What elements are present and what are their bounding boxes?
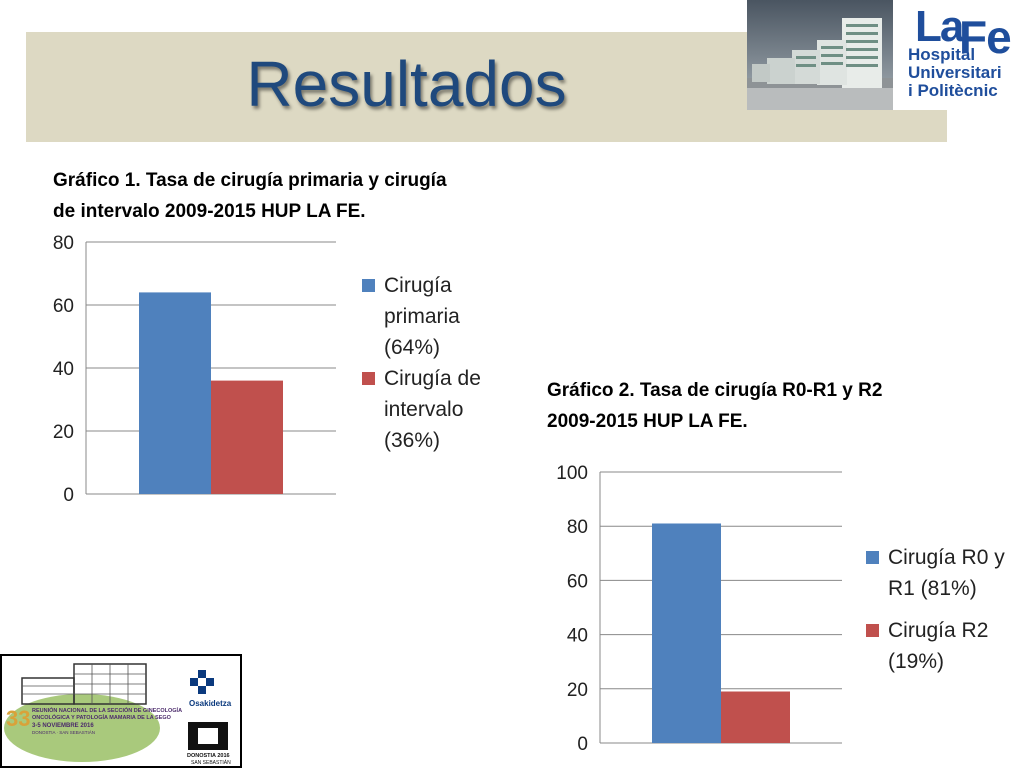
chart1-caption: Gráfico 1. Tasa de cirugía primaria y ci…	[53, 165, 447, 227]
y-tick-label: 40	[567, 626, 588, 647]
logo-line-1: Hospital	[908, 45, 976, 64]
y-tick-label: 40	[53, 359, 74, 380]
legend-item-primaria: Cirugía primaria (64%)	[362, 270, 481, 363]
legend-text: (64%)	[384, 336, 441, 359]
bar-blue	[139, 292, 211, 494]
y-tick-label: 80	[567, 517, 588, 538]
hospital-photo	[747, 0, 893, 110]
y-tick-label: 20	[567, 680, 588, 701]
legend-text: Cirugía	[384, 274, 452, 297]
y-tick-label: 80	[53, 233, 74, 254]
bar-red	[721, 691, 790, 743]
legend-text: Cirugía de	[384, 367, 481, 390]
legend-text: intervalo	[384, 398, 464, 421]
legend-swatch-blue	[362, 279, 375, 292]
legend-text: (19%)	[888, 650, 945, 673]
legend-swatch-blue	[866, 551, 879, 564]
bar-red	[211, 380, 283, 494]
chart2-legend: Cirugía R0 y R1 (81%) Cirugía R2 (19%)	[866, 542, 1005, 677]
osakidetza-label: Osakidetza	[189, 699, 232, 708]
congress-number: 33	[6, 706, 30, 731]
legend-text: R1 (81%)	[888, 577, 977, 600]
y-tick-label: 60	[53, 296, 74, 317]
congress-line-4: DONOSTIA · SAN SEBASTIÁN	[32, 729, 95, 735]
y-tick-label: 60	[567, 571, 588, 592]
y-tick-label: 0	[63, 485, 74, 506]
donostia-sublabel: SAN SEBASTIÁN	[191, 759, 231, 766]
legend-text: Cirugía R2	[888, 619, 989, 642]
logo-fe-text: Fe	[959, 11, 1012, 63]
hospital-logo: La Fe Hospital Universitari i Politècnic	[893, 0, 1024, 110]
chart1: 0 20 40 60 80	[53, 233, 336, 506]
legend-item-r0r1: Cirugía R0 y R1 (81%)	[866, 542, 1005, 604]
legend-text: primaria	[384, 305, 460, 328]
chart1-caption-line-1: Gráfico 1. Tasa de cirugía primaria y ci…	[53, 170, 447, 191]
legend-text: (36%)	[384, 429, 441, 452]
chart2-caption-line-1: Gráfico 2. Tasa de cirugía R0-R1 y R2	[547, 380, 883, 401]
osakidetza-emblem	[190, 670, 214, 694]
y-tick-label: 100	[556, 463, 588, 484]
y-tick-label: 0	[577, 734, 588, 755]
donostia-label: DONOSTIA 2016	[187, 753, 230, 759]
chart2-caption: Gráfico 2. Tasa de cirugía R0-R1 y R2 20…	[547, 375, 882, 437]
chart1-legend: Cirugía primaria (64%) Cirugía de interv…	[362, 270, 481, 456]
logo-line-2: Universitari	[908, 63, 1002, 82]
congress-logo-graphic: 33 REUNIÓN NACIONAL DE LA SECCIÓN DE GIN…	[4, 663, 232, 766]
congress-line-1: REUNIÓN NACIONAL DE LA SECCIÓN DE GINECO…	[32, 706, 182, 714]
legend-item-intervalo: Cirugía de intervalo (36%)	[362, 363, 481, 456]
chart1-caption-line-2: de intervalo 2009-2015 HUP LA FE.	[53, 201, 366, 222]
legend-item-r2: Cirugía R2 (19%)	[866, 615, 1005, 677]
congress-line-2: ONCOLÓGICA Y PATOLOGÍA MAMARIA DE LA SEG…	[32, 713, 172, 721]
logo-hospital-name: Hospital Universitari i Politècnic	[908, 46, 1002, 100]
congress-line-3: 3-5 NOVIEMBRE 2016	[32, 723, 94, 729]
logo-la-text: La	[915, 2, 964, 51]
legend-swatch-red	[362, 372, 375, 385]
chart2-caption-line-2: 2009-2015 HUP LA FE.	[547, 411, 748, 432]
legend-swatch-red	[866, 624, 879, 637]
page-title: Resultados	[246, 48, 567, 120]
bar-blue	[652, 523, 721, 743]
chart2: 0 20 40 60 80 100	[556, 463, 842, 755]
congress-logo: 33 REUNIÓN NACIONAL DE LA SECCIÓN DE GIN…	[0, 654, 242, 768]
logo-line-3: i Politècnic	[908, 81, 998, 100]
y-tick-label: 20	[53, 422, 74, 443]
legend-text: Cirugía R0 y	[888, 546, 1005, 569]
